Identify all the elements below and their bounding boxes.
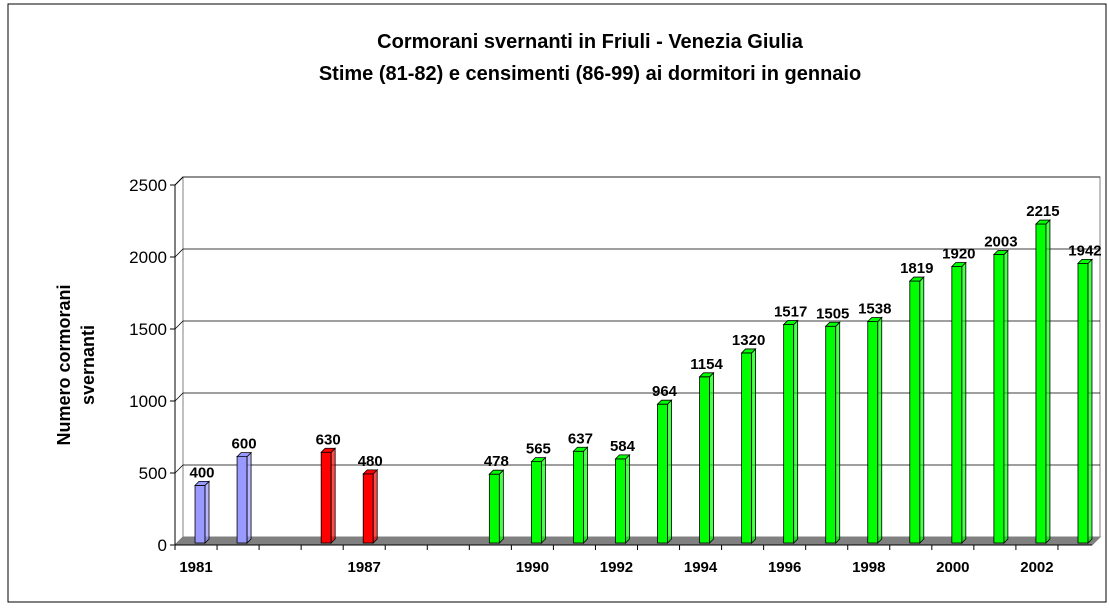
bar-top (614, 454, 631, 460)
bar-top (320, 447, 337, 453)
bar-top (1077, 258, 1093, 264)
bar-side (793, 319, 799, 544)
bar-top (656, 399, 673, 405)
bar (993, 254, 1005, 544)
data-label: 400 (190, 464, 215, 481)
bar-top (362, 469, 379, 475)
bar (657, 403, 668, 544)
grid-line (174, 248, 1100, 258)
bar (573, 450, 584, 544)
x-tick-label: 1981 (179, 559, 212, 576)
x-tick-label: 2002 (1020, 559, 1053, 576)
bar-side (498, 469, 504, 544)
data-label: 1505 (816, 305, 849, 322)
bar-top (194, 480, 210, 486)
data-label: 565 (526, 441, 551, 458)
data-label: 584 (610, 438, 636, 455)
bar-top (740, 348, 757, 354)
chart-title: Cormorani svernanti in Friuli - Venezia … (377, 31, 804, 53)
y-tick-label: 0 (158, 536, 167, 555)
data-label: 1819 (900, 260, 933, 277)
bar-top (236, 452, 253, 458)
x-tick-label: 1996 (768, 559, 801, 576)
data-label: 2003 (984, 234, 1017, 251)
bar (951, 266, 963, 544)
bar-side (667, 399, 672, 544)
bar (783, 324, 795, 544)
y-tick-label: 500 (139, 464, 167, 483)
bar-top (698, 372, 715, 378)
x-tick-label: 1987 (348, 559, 381, 576)
bar (1077, 262, 1089, 544)
bar-top (530, 457, 547, 463)
bar-side (1045, 219, 1051, 544)
bar-side (1003, 249, 1009, 544)
bar (488, 473, 500, 544)
chart-subtitle: Stime (81-82) e censimenti (86-99) ai do… (319, 63, 861, 85)
bar-top (572, 446, 589, 452)
bar-side (961, 261, 967, 544)
bar-side (583, 446, 588, 544)
bar-top (488, 469, 505, 475)
data-label: 1920 (942, 246, 975, 263)
bar-side (246, 451, 252, 544)
plot-area (182, 176, 1101, 538)
bar-top (1034, 219, 1051, 225)
data-label: 478 (484, 453, 509, 470)
bar-side (1087, 258, 1093, 544)
y-axis-depth (174, 176, 184, 186)
data-label: 480 (358, 453, 383, 470)
x-tick-label: 2000 (936, 559, 969, 576)
y-tick-label: 2500 (129, 176, 167, 195)
bar-side (625, 453, 630, 544)
data-label: 1538 (858, 301, 891, 318)
bar-top (866, 317, 883, 322)
data-label: 1942 (1068, 242, 1101, 259)
bar-side (919, 276, 925, 544)
bar (909, 280, 921, 544)
x-tick-label: 1992 (600, 559, 633, 576)
bar (825, 325, 837, 544)
bar-top (782, 320, 799, 325)
bar-side (540, 456, 546, 544)
data-label: 1320 (732, 332, 765, 349)
bar (530, 461, 542, 544)
bar (1035, 223, 1047, 544)
bar-top (992, 250, 1009, 255)
bar-top (824, 321, 841, 327)
bar-side (372, 468, 378, 544)
bar-top (908, 276, 925, 282)
bar-side (709, 371, 714, 544)
bar (194, 484, 206, 544)
bar-side (835, 321, 841, 544)
x-tick-label: 1998 (852, 559, 885, 576)
data-label: 637 (568, 430, 593, 447)
bar (615, 458, 626, 544)
bar-top (950, 262, 967, 267)
data-label: 1154 (690, 356, 723, 373)
bar (741, 352, 753, 544)
bar-side (330, 447, 336, 544)
bar-side (204, 480, 210, 544)
y-axis-label: svernanti (78, 325, 98, 405)
data-label: 2215 (1026, 203, 1059, 220)
bar (320, 451, 332, 544)
bar (236, 456, 248, 544)
data-label: 600 (232, 436, 257, 453)
data-label: 1517 (774, 304, 807, 321)
y-tick-label: 1500 (129, 320, 167, 339)
y-tick-label: 1000 (129, 392, 167, 411)
x-tick-label: 1994 (684, 559, 718, 576)
bar-side (751, 347, 757, 544)
bar-side (877, 316, 883, 544)
y-axis-label: Numero cormorani (54, 284, 74, 445)
bar (699, 376, 710, 544)
x-tick-label: 1990 (516, 559, 549, 576)
bar (362, 473, 374, 544)
data-label: 964 (652, 383, 678, 400)
y-tick-label: 2000 (129, 248, 167, 267)
bar (867, 321, 879, 544)
data-label: 630 (316, 431, 341, 448)
